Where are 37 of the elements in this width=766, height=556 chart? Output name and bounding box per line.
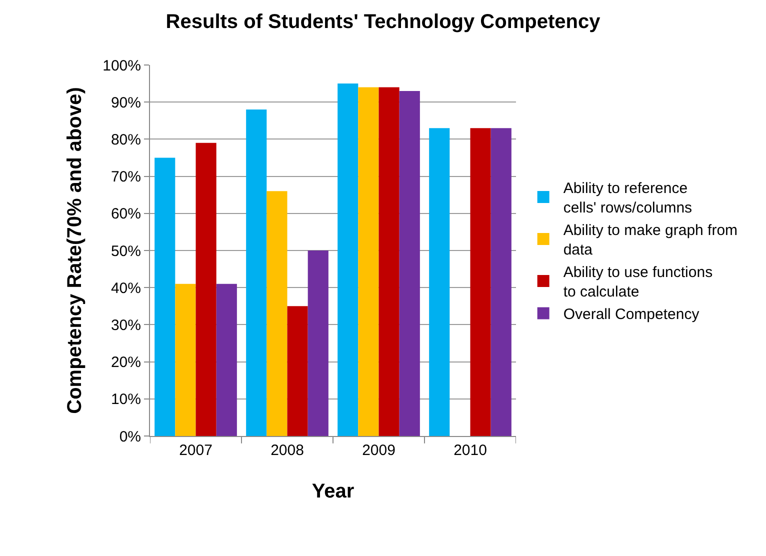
x-tick-label: 2010 bbox=[454, 442, 487, 459]
y-tick-label: 30% bbox=[110, 316, 141, 334]
bar bbox=[378, 87, 400, 436]
bar bbox=[358, 87, 379, 436]
bar bbox=[175, 284, 196, 436]
legend-label: Overall Competency bbox=[563, 306, 700, 324]
bar bbox=[338, 84, 358, 436]
bar bbox=[196, 142, 216, 436]
bar bbox=[266, 191, 288, 436]
y-tick-label: 70% bbox=[110, 168, 141, 186]
legend-label: Ability to reference cells' rows/columns bbox=[563, 180, 692, 217]
bar bbox=[429, 128, 450, 436]
y-tick-label: 20% bbox=[110, 354, 141, 372]
y-tick-label: 100% bbox=[102, 57, 141, 74]
x-tick-label: 2009 bbox=[362, 442, 396, 459]
y-tick-label: 0% bbox=[119, 428, 141, 446]
y-tick-label: 50% bbox=[110, 242, 141, 260]
bar bbox=[246, 110, 267, 436]
x-tick-label: 2008 bbox=[270, 442, 304, 459]
y-axis-title: Competency Rate(70% and above) bbox=[64, 87, 86, 414]
x-axis-title: Year bbox=[312, 480, 354, 502]
legend-label: Ability to use functions to calculate bbox=[563, 264, 713, 301]
bar bbox=[470, 128, 491, 436]
bar bbox=[308, 250, 328, 436]
legend-label: Ability to make graph from data bbox=[563, 222, 738, 259]
chart-title: Results of Students' Technology Competency bbox=[166, 10, 602, 33]
y-tick-label: 40% bbox=[110, 280, 141, 297]
y-tick-label: 80% bbox=[110, 131, 141, 148]
y-tick-label: 10% bbox=[110, 391, 141, 408]
bar bbox=[216, 284, 237, 436]
y-tick-label: 90% bbox=[110, 94, 141, 112]
x-tick-label: 2007 bbox=[179, 442, 212, 459]
bar bbox=[154, 158, 176, 436]
bar bbox=[490, 128, 512, 436]
y-tick-label: 60% bbox=[110, 206, 141, 223]
bar bbox=[399, 90, 420, 436]
bar bbox=[287, 306, 308, 436]
